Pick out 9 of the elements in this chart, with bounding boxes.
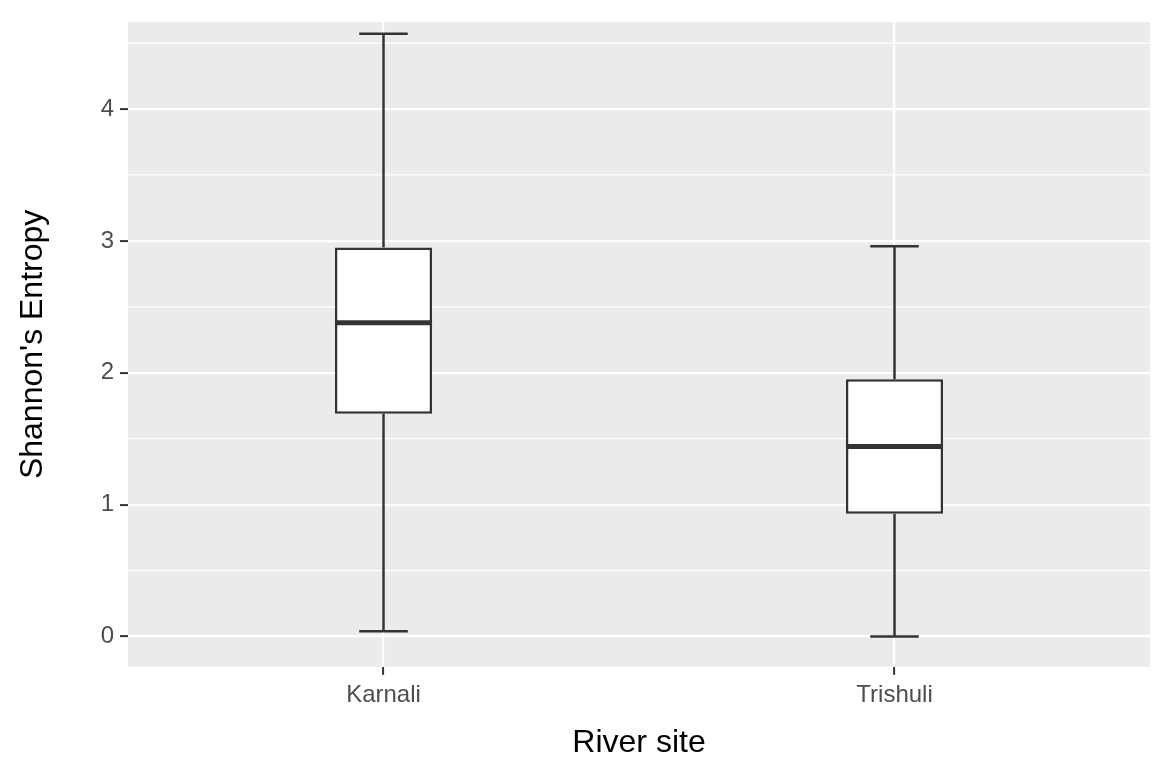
x-axis-title: River site	[572, 722, 706, 759]
x-tick-label: Karnali	[346, 679, 421, 707]
y-tick-label: 1	[100, 489, 114, 517]
y-tick-label: 4	[100, 93, 114, 121]
y-axis-title: Shannon's Entropy	[13, 209, 50, 480]
y-tick-label: 0	[100, 621, 114, 649]
x-tick-label: Trishuli	[856, 679, 933, 707]
y-tick-label: 2	[100, 357, 114, 385]
y-tick-label: 3	[100, 225, 114, 253]
